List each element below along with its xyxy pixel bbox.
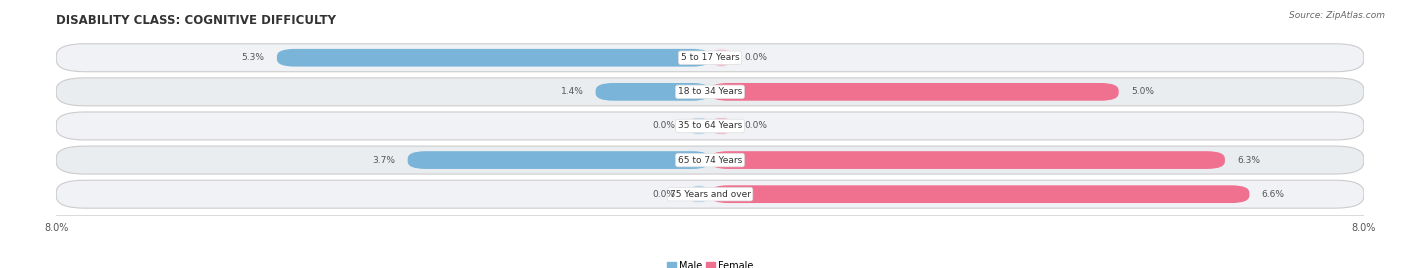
Text: 0.0%: 0.0% [652,190,675,199]
FancyBboxPatch shape [56,112,1364,140]
Text: 6.3%: 6.3% [1237,155,1260,165]
FancyBboxPatch shape [710,117,733,135]
Text: 65 to 74 Years: 65 to 74 Years [678,155,742,165]
Legend: Male, Female: Male, Female [664,257,756,268]
Text: 35 to 64 Years: 35 to 64 Years [678,121,742,131]
FancyBboxPatch shape [710,151,1225,169]
Text: 75 Years and over: 75 Years and over [669,190,751,199]
Text: 6.6%: 6.6% [1261,190,1285,199]
Text: 0.0%: 0.0% [745,53,768,62]
Text: 18 to 34 Years: 18 to 34 Years [678,87,742,96]
FancyBboxPatch shape [710,83,1119,101]
Text: 3.7%: 3.7% [373,155,395,165]
FancyBboxPatch shape [596,83,710,101]
Text: 5.0%: 5.0% [1130,87,1154,96]
FancyBboxPatch shape [56,180,1364,208]
Text: 5 to 17 Years: 5 to 17 Years [681,53,740,62]
FancyBboxPatch shape [688,185,710,203]
Text: Source: ZipAtlas.com: Source: ZipAtlas.com [1289,11,1385,20]
FancyBboxPatch shape [688,117,710,135]
FancyBboxPatch shape [408,151,710,169]
Text: 1.4%: 1.4% [561,87,583,96]
Text: 5.3%: 5.3% [242,53,264,62]
FancyBboxPatch shape [56,78,1364,106]
FancyBboxPatch shape [56,44,1364,72]
FancyBboxPatch shape [710,185,1250,203]
FancyBboxPatch shape [710,49,733,67]
Text: 0.0%: 0.0% [745,121,768,131]
Text: DISABILITY CLASS: COGNITIVE DIFFICULTY: DISABILITY CLASS: COGNITIVE DIFFICULTY [56,14,336,27]
FancyBboxPatch shape [56,146,1364,174]
Text: 0.0%: 0.0% [652,121,675,131]
FancyBboxPatch shape [277,49,710,67]
